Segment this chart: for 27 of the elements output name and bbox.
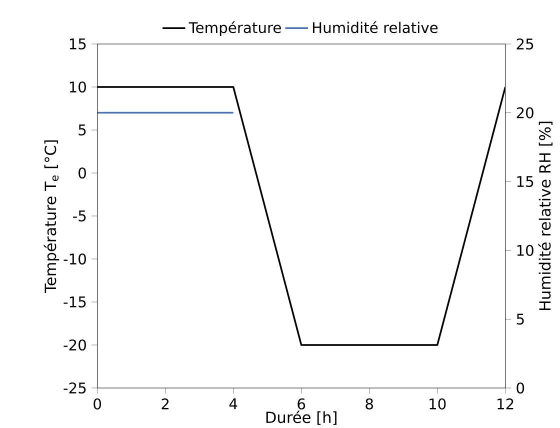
y-tick-label: 15 [70, 38, 86, 50]
y2-tick-label: 0 [516, 382, 524, 394]
legend-label: Humidité relative [312, 21, 438, 34]
x-tick-label: 12 [498, 398, 514, 410]
y-axis-title: Température T$_{e}$ [°C] [44, 140, 60, 293]
y2-axis-title: Humidité relative RH [%] [538, 122, 553, 310]
y-tick-label: 0 [78, 167, 86, 179]
x-tick-label: 0 [94, 398, 102, 410]
y-tick-label: -20 [64, 339, 86, 351]
x-tick-label: 6 [298, 398, 306, 410]
y2-tick-label: 10 [517, 244, 534, 256]
y-tick-label: -15 [64, 296, 86, 308]
y2-tick-label: 15 [517, 176, 534, 188]
legend-label: Température [188, 21, 281, 36]
y2-tick-label: 20 [516, 107, 534, 118]
y-tick-label: 10 [70, 81, 86, 93]
x-axis-title: Durée [h] [266, 410, 336, 425]
y-tick-label: -25 [64, 382, 86, 394]
x-tick-label: 4 [229, 398, 238, 410]
y-tick-label: 5 [78, 124, 86, 136]
y2-tick-label: 25 [516, 38, 534, 50]
x-tick-label: 8 [366, 398, 373, 410]
y-tick-label: -5 [73, 210, 86, 222]
y2-tick-label: 5 [516, 314, 524, 325]
x-tick-label: 10 [430, 398, 446, 410]
y-tick-label: -10 [64, 253, 86, 265]
x-tick-label: 2 [162, 398, 169, 410]
